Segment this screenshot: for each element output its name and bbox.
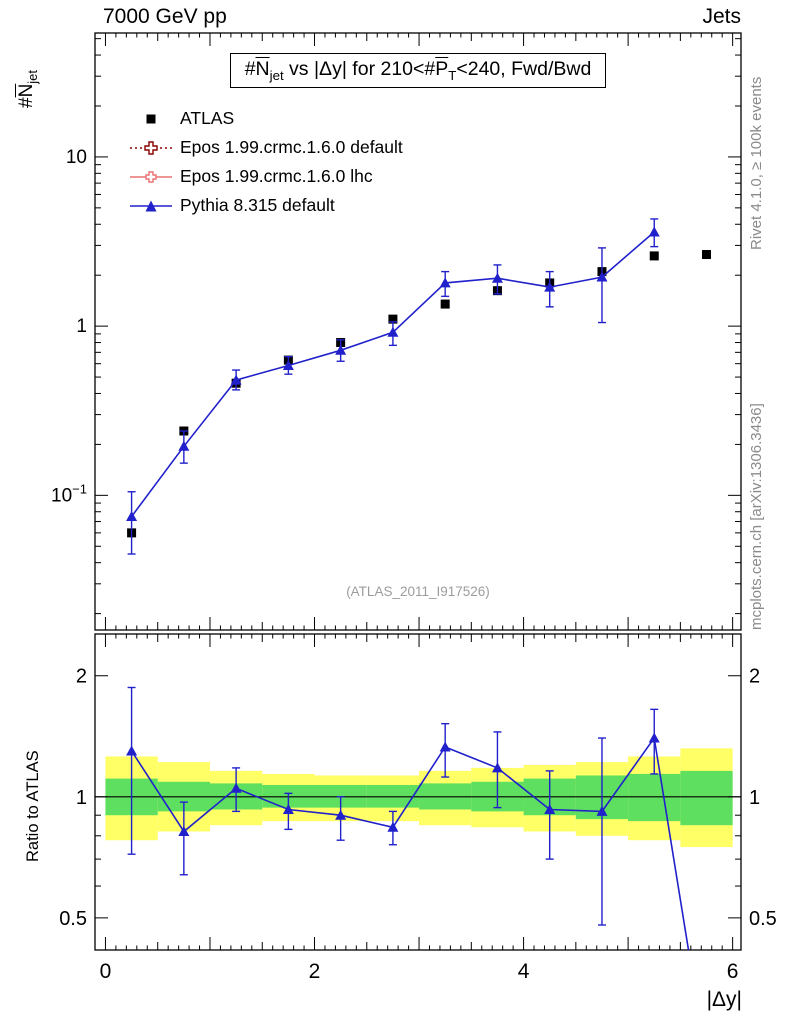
- svg-text:10: 10: [66, 147, 87, 168]
- legend: ATLAS Epos 1.99.crmc.1.6.0 default Epos …: [128, 104, 403, 220]
- atlas-series-main: [127, 250, 712, 538]
- svg-text:2: 2: [749, 666, 760, 688]
- pythia-series-main: [126, 218, 660, 555]
- plot-frame-main: [94, 32, 742, 631]
- svg-text:0: 0: [100, 960, 112, 983]
- ylabel-hash: #: [16, 97, 37, 108]
- svg-text:10−1: 10−1: [51, 481, 87, 506]
- svg-text:0.5: 0.5: [59, 908, 87, 930]
- legend-item-epos-lhc: Epos 1.99.crmc.1.6.0 lhc: [128, 162, 403, 191]
- ylabel-symbol: N: [16, 83, 37, 98]
- legend-item-atlas: ATLAS: [128, 104, 403, 133]
- legend-item-pythia: Pythia 8.315 default: [128, 191, 403, 220]
- svg-text:6: 6: [727, 960, 739, 983]
- x-axis-label: |Δy|: [706, 988, 742, 1011]
- svg-text:4: 4: [518, 960, 530, 983]
- ratio-uncertainty-bands: [105, 748, 733, 848]
- svg-text:0.5: 0.5: [749, 908, 777, 930]
- legend-label: Epos 1.99.crmc.1.6.0 default: [180, 137, 403, 157]
- dotted-line-open-cross-marker-icon: [130, 140, 172, 155]
- ylabel-sub: jet: [24, 70, 40, 84]
- legend-item-epos-default: Epos 1.99.crmc.1.6.0 default: [128, 133, 403, 162]
- solid-line-open-cross-marker-icon: [130, 170, 172, 183]
- svg-text:1: 1: [749, 787, 760, 809]
- legend-label: Pythia 8.315 default: [180, 195, 335, 215]
- legend-label: Epos 1.99.crmc.1.6.0 lhc: [180, 166, 373, 186]
- svg-text:1: 1: [76, 316, 87, 337]
- legend-label: ATLAS: [180, 108, 235, 128]
- beam-energy-label: 7000 GeV pp: [103, 5, 227, 28]
- solid-line-filled-triangle-marker-icon: [130, 200, 172, 211]
- y-axis-label-main: #Njet: [16, 70, 40, 108]
- filled-square-marker-icon: [146, 114, 156, 123]
- svg-text:1: 1: [76, 787, 87, 809]
- svg-text:2: 2: [309, 960, 321, 983]
- axis-ticks-main: [95, 33, 741, 630]
- axis-tick-labels: 10 1 10−1 2 2 1 1 0.5 0.5 0 2 4 6: [51, 147, 777, 983]
- mcplots-reference-note: mcplots.cern.ch [arXiv:1306.3436]: [748, 403, 765, 630]
- svg-text:2: 2: [76, 666, 87, 688]
- analysis-group-label: Jets: [702, 5, 741, 28]
- plot-frame-ratio: [94, 633, 742, 951]
- pythia-series-ratio: [126, 686, 690, 950]
- axis-ticks-ratio: [95, 634, 741, 950]
- y-axis-label-ratio: Ratio to ATLAS: [24, 750, 42, 862]
- rivet-version-note: Rivet 4.1.0, ≥ 100k events: [748, 76, 765, 250]
- analysis-id-watermark: (ATLAS_2011_I917526): [346, 584, 490, 599]
